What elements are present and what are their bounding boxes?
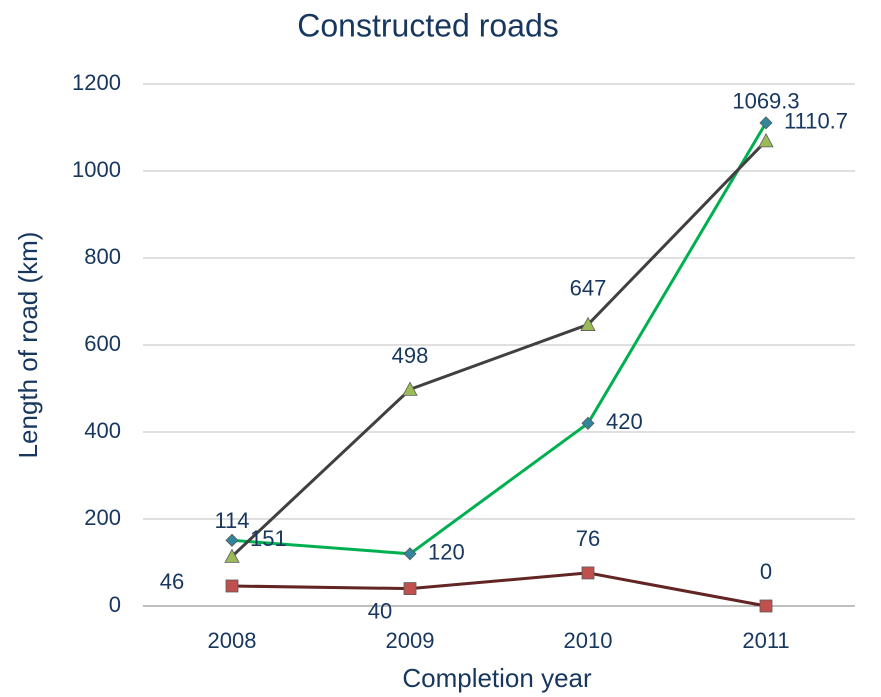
square-marker xyxy=(225,579,239,593)
y-tick-label: 600 xyxy=(84,331,121,356)
x-tick-label: 2009 xyxy=(386,628,435,653)
x-tick-label: 2011 xyxy=(742,628,789,653)
triangle-marker xyxy=(402,381,418,396)
chart-title: Constructed roads xyxy=(297,7,558,43)
x-tick-label: 2010 xyxy=(564,628,613,653)
series-line xyxy=(231,571,767,608)
data-label: 498 xyxy=(392,343,429,368)
data-label: 151 xyxy=(250,526,287,551)
triangle-marker xyxy=(580,316,596,331)
data-label: 114 xyxy=(214,508,249,533)
series-line xyxy=(231,122,768,556)
diamond-marker xyxy=(759,116,773,130)
x-tick-label: 2008 xyxy=(208,628,257,653)
triangle-marker xyxy=(224,548,240,563)
y-tick-label: 200 xyxy=(84,505,121,530)
square-marker xyxy=(759,599,773,613)
series-line xyxy=(230,139,768,558)
data-label: 647 xyxy=(570,275,607,300)
data-label: 120 xyxy=(428,540,465,565)
data-label: 420 xyxy=(606,409,643,434)
y-tick-label: 1200 xyxy=(72,70,121,95)
diamond-marker xyxy=(581,416,595,430)
y-axis-label: Length of road (km) xyxy=(13,232,43,459)
data-label: 40 xyxy=(368,598,392,623)
data-label: 1069.3 xyxy=(732,89,799,114)
diamond-marker xyxy=(403,547,417,561)
data-label: 46 xyxy=(160,569,184,594)
square-marker xyxy=(403,582,417,595)
y-tick-label: 0 xyxy=(109,592,121,617)
triangle-marker xyxy=(758,133,774,148)
diamond-marker xyxy=(225,533,239,547)
square-marker xyxy=(581,566,595,580)
data-label: 1110.7 xyxy=(784,109,848,134)
y-tick-label: 1000 xyxy=(72,157,121,182)
y-tick-label: 800 xyxy=(84,244,121,269)
y-tick-label: 400 xyxy=(84,418,121,443)
data-label: 76 xyxy=(576,526,600,551)
data-label: 0 xyxy=(760,559,772,584)
x-axis-label: Completion year xyxy=(402,663,592,693)
